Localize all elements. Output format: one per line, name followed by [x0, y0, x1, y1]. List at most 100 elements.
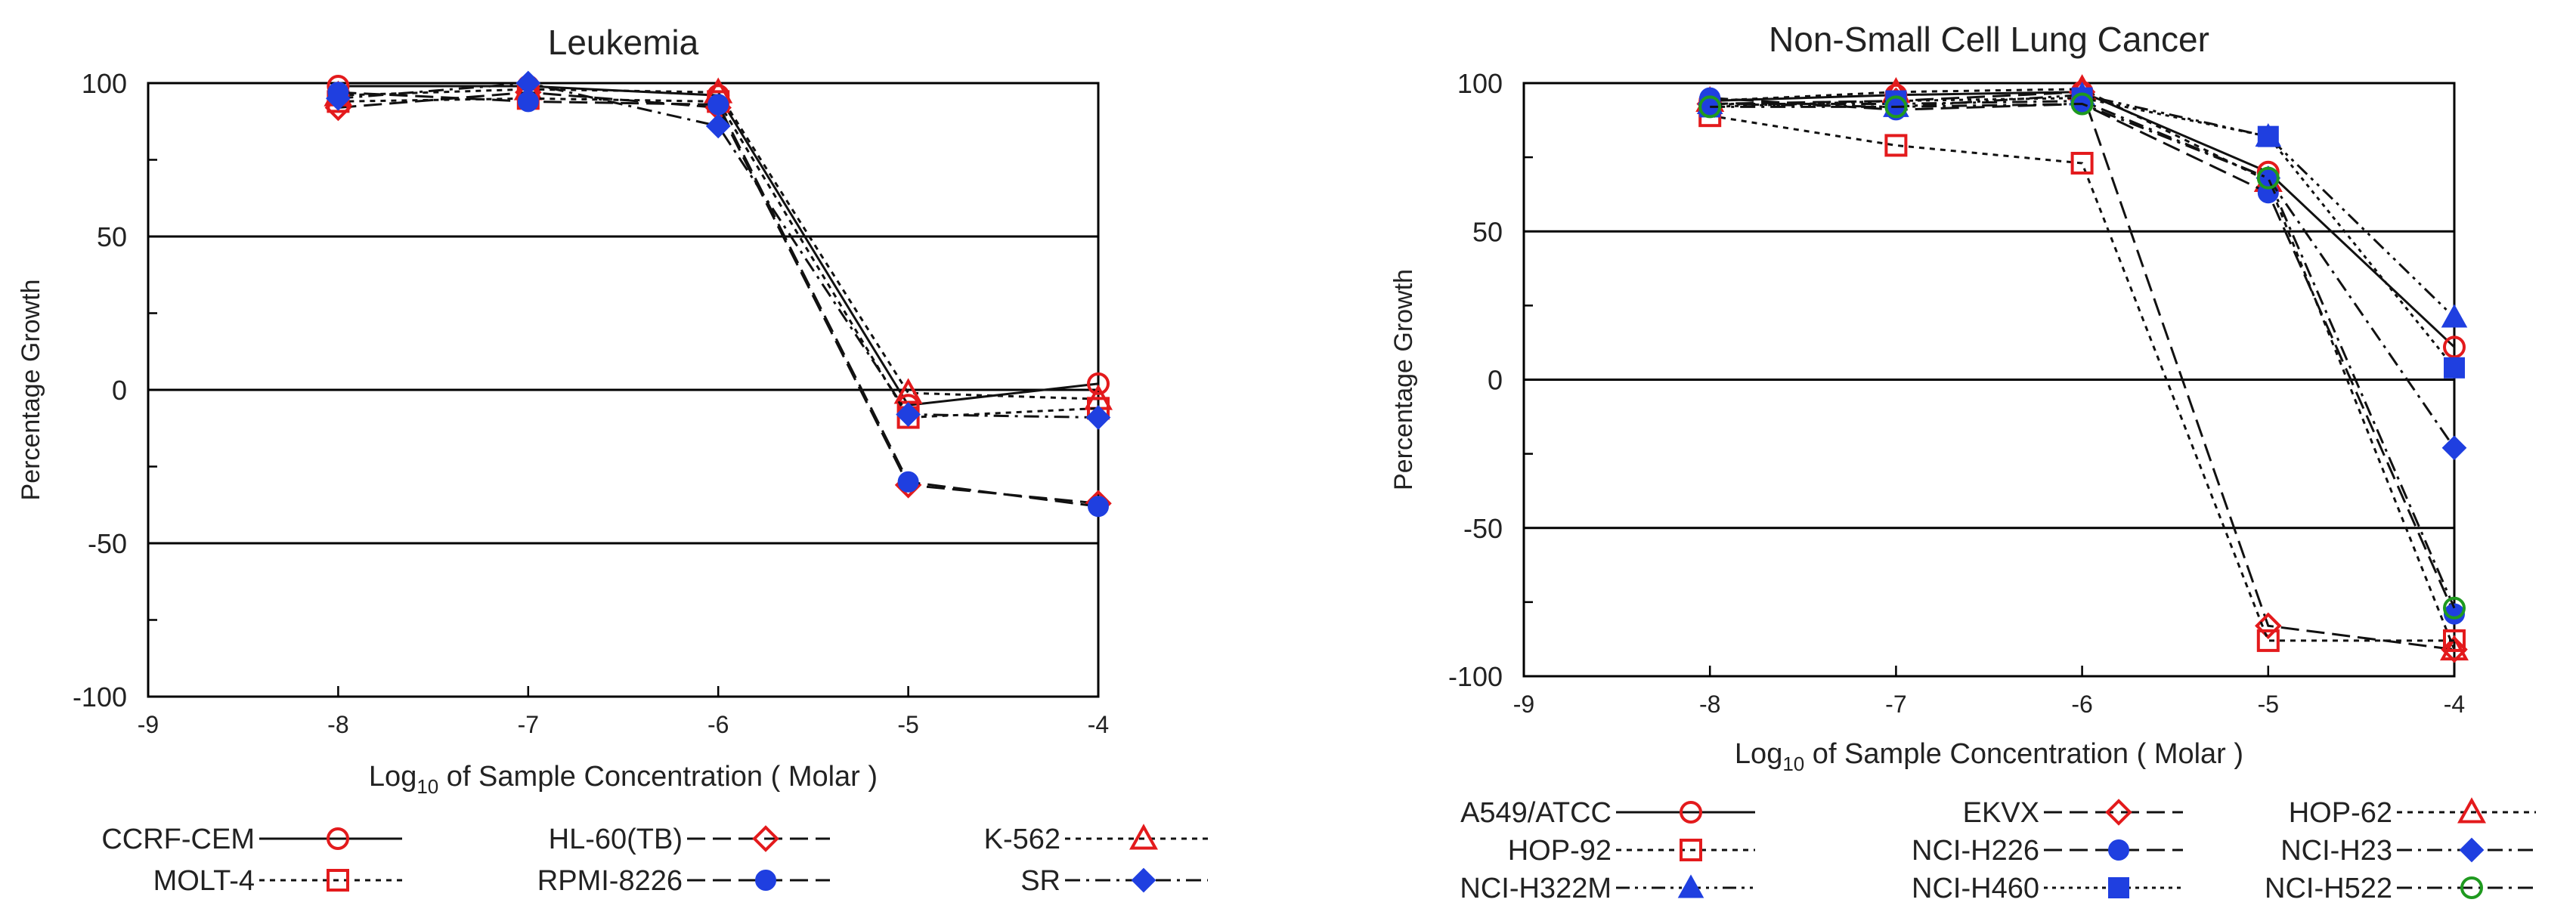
data-point — [896, 402, 921, 427]
series-hl-60-tb- — [324, 79, 1112, 517]
x-axis-label: Log10 of Sample Concentration ( Molar ) — [369, 761, 878, 798]
data-point — [1085, 405, 1111, 430]
series-line — [1710, 97, 2456, 369]
data-point — [2257, 125, 2279, 147]
legend-label: A549/ATCC — [1460, 797, 1612, 829]
data-point — [705, 113, 731, 139]
y-tick-label: -100 — [73, 682, 127, 712]
legend-marker — [755, 870, 776, 891]
legend-label: NCI-H23 — [2280, 835, 2392, 867]
series-line — [1710, 94, 2456, 319]
x-tick-label: -4 — [2444, 691, 2465, 718]
legend-label: HOP-62 — [2289, 797, 2392, 829]
legend-marker — [1680, 801, 1702, 824]
series-nci-h23 — [1697, 88, 2467, 461]
data-point — [2443, 596, 2466, 620]
series-line — [338, 97, 1099, 419]
legend-label: K-562 — [984, 824, 1060, 855]
data-point — [2070, 92, 2094, 116]
y-tick-label: -50 — [88, 528, 127, 559]
series-line — [1710, 91, 2456, 348]
legend-marker — [327, 827, 349, 850]
legend: CCRF-CEM HL-60(TB) K-562 MOLT-4 RPMI-8226 SR — [101, 824, 1208, 897]
legend-label: EKVX — [1963, 797, 2039, 829]
series-line — [1710, 102, 2456, 609]
series-line — [338, 91, 1099, 508]
legend-label: SR — [1020, 865, 1060, 897]
x-tick-label: -7 — [1885, 691, 1906, 718]
series-line — [1710, 97, 2456, 615]
chart-title: Non-Small Cell Lung Cancer — [1769, 20, 2209, 59]
data-point — [2443, 335, 2466, 359]
legend-label: HOP-92 — [1508, 835, 1612, 867]
series-a549-atcc — [1698, 80, 2466, 359]
series-ekvx — [1696, 78, 2468, 663]
data-point — [2256, 629, 2280, 652]
legend-marker — [2460, 876, 2483, 899]
x-tick-label: -6 — [707, 711, 729, 738]
legend-marker — [2457, 797, 2486, 824]
y-tick-label: 100 — [82, 68, 127, 99]
y-axis-label: Percentage Growth — [1389, 269, 1418, 490]
x-tick-label: -6 — [2071, 691, 2092, 718]
y-tick-label: 100 — [1457, 68, 1503, 99]
data-point — [2440, 634, 2469, 661]
legend-label: NCI-H322M — [1460, 873, 1612, 904]
legend-marker — [1129, 824, 1158, 850]
legend-marker — [1680, 839, 1702, 861]
legend: A549/ATCC EKVX HOP-62 HOP-92 NCI-H226 NCI-H23… — [1460, 797, 2536, 904]
data-point — [516, 70, 541, 96]
y-tick-label: 50 — [97, 221, 127, 252]
x-tick-label: -7 — [518, 711, 539, 738]
y-tick-label: -50 — [1463, 513, 1503, 544]
legend-label: RPMI-8226 — [537, 865, 683, 897]
x-tick-label: -5 — [2258, 691, 2279, 718]
data-point — [1884, 134, 1908, 157]
data-point — [2441, 635, 2468, 663]
data-point — [2443, 629, 2466, 652]
series-line — [1709, 114, 2454, 642]
series-sr — [326, 70, 1111, 430]
data-point — [2256, 166, 2280, 190]
series-nci-h322m — [1696, 82, 2468, 328]
data-point — [2441, 304, 2468, 328]
data-point — [1088, 496, 1109, 518]
legend-label: HL-60(TB) — [549, 824, 683, 855]
y-tick-label: 0 — [1488, 365, 1503, 396]
legend-marker — [2459, 837, 2485, 863]
legend-marker — [1677, 874, 1704, 898]
series-molt-4 — [327, 87, 1110, 429]
legend-marker — [2108, 877, 2129, 898]
data-point — [2444, 357, 2465, 379]
data-point — [2441, 435, 2467, 461]
data-point — [707, 94, 729, 116]
data-point — [2444, 603, 2465, 625]
x-tick-label: -5 — [897, 711, 918, 738]
chart-2: Non-Small Cell Lung Cancer -100 -50 0 50 100 -… — [1389, 20, 2536, 904]
legend-marker — [1131, 867, 1156, 893]
x-tick-label: -8 — [1699, 691, 1720, 718]
chart-1: Leukemia -100 -50 0 50 100 -9 -8 -7 -6 -5 -4 Log10 o… — [17, 23, 1208, 897]
series-nci-h522 — [1698, 92, 2466, 620]
data-point — [1698, 95, 1722, 119]
data-point — [326, 85, 351, 111]
legend-marker — [327, 869, 349, 892]
y-axis-label: Percentage Growth — [17, 280, 45, 501]
legend-label: NCI-H460 — [1912, 873, 2039, 904]
legend-label: NCI-H226 — [1912, 835, 2039, 867]
chart-title: Leukemia — [548, 23, 699, 62]
legend-label: MOLT-4 — [153, 865, 255, 897]
legend-label: CCRF-CEM — [101, 824, 255, 855]
legend-marker — [2105, 799, 2132, 826]
data-point — [897, 471, 919, 493]
series-nci-h226 — [1699, 87, 2465, 625]
series-line — [338, 91, 1099, 505]
legend-marker — [752, 825, 779, 852]
x-tick-label: -9 — [138, 711, 159, 738]
data-point — [2070, 151, 2094, 175]
legend-marker — [2108, 839, 2129, 861]
y-tick-label: 50 — [1472, 216, 1503, 247]
legend-label: NCI-H522 — [2265, 873, 2392, 904]
data-point — [1087, 372, 1110, 395]
